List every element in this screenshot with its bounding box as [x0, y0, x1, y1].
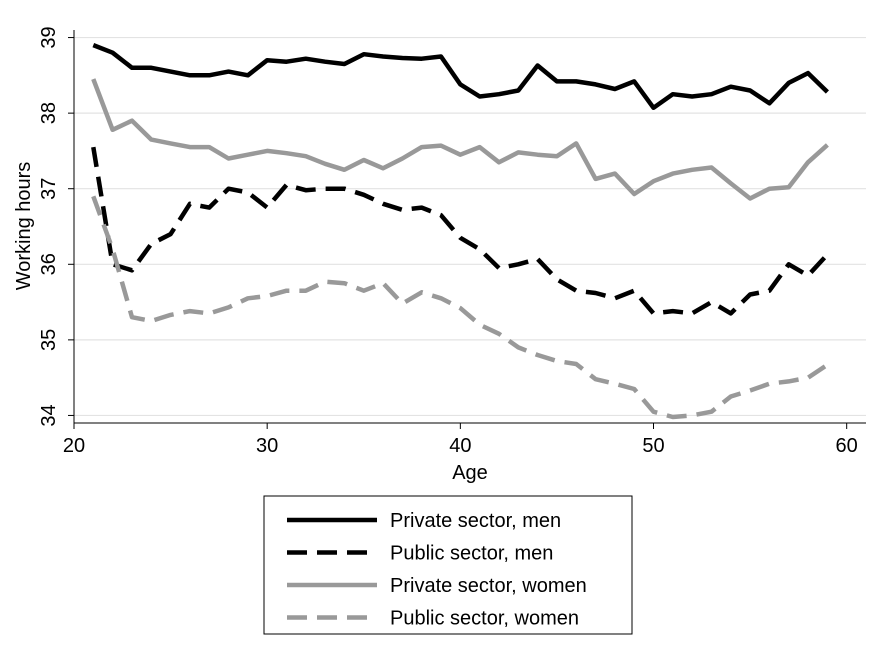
y-axis-title: Working hours [13, 162, 35, 291]
legend-label: Public sector, women [390, 608, 579, 630]
legend-label: Private sector, men [390, 510, 561, 532]
x-tick-label: 20 [63, 435, 85, 457]
y-tick-label: 36 [38, 253, 60, 275]
y-tick-label: 35 [38, 329, 60, 351]
gridlines [74, 36, 866, 417]
series-line-3 [91, 78, 829, 201]
x-tick-label: 40 [449, 435, 471, 457]
series-line-1 [92, 43, 829, 111]
x-tick-label: 50 [642, 435, 664, 457]
x-tick-label: 30 [256, 435, 278, 457]
y-tick-label: 39 [38, 26, 60, 48]
legend-label: Private sector, women [390, 575, 587, 597]
series-lines [91, 43, 830, 420]
y-tick-label: 34 [38, 404, 60, 426]
x-tick-label: 60 [836, 435, 858, 457]
series-line-2 [91, 146, 830, 316]
legend-label: Public sector, men [390, 543, 553, 565]
y-tick-label: 38 [38, 102, 60, 124]
y-tick-label: 37 [38, 178, 60, 200]
series-line-4 [91, 195, 829, 420]
axes: 34 35 36 37 38 39 20 30 40 50 60 [38, 26, 866, 457]
x-axis-title: Age [452, 462, 488, 484]
legend: Private sector, men Public sector, men Pri… [263, 495, 633, 635]
